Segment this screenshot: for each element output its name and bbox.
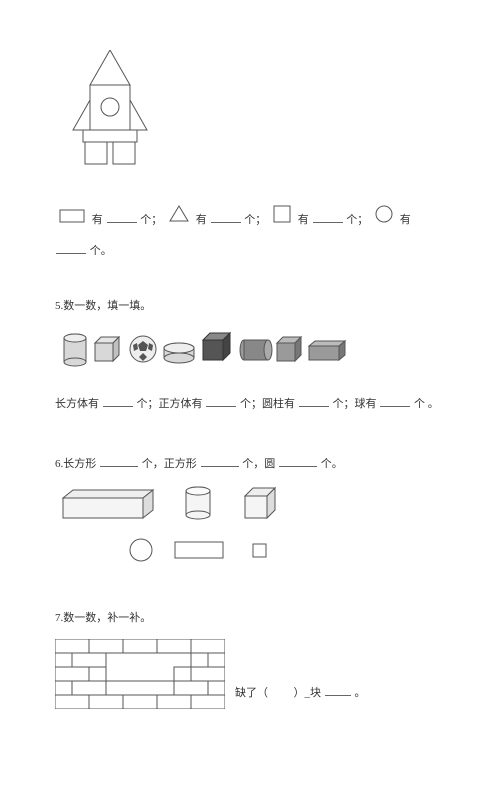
q7-body: 缺了（ ）_块 。 xyxy=(235,678,366,709)
rect-icon xyxy=(59,205,85,236)
text: 个； xyxy=(140,214,162,226)
blank[interactable] xyxy=(279,455,317,467)
q7: 7.数一数，补一补。 xyxy=(55,609,445,709)
blank[interactable] xyxy=(201,455,239,467)
blank[interactable] xyxy=(299,395,329,407)
text: 个；球有 xyxy=(333,398,377,410)
q6-title: 6.长方形 xyxy=(55,458,96,470)
q5-title: 5.数一数，填一填。 xyxy=(55,297,445,313)
blank[interactable] xyxy=(206,395,236,407)
text: 个； xyxy=(346,214,368,226)
blank[interactable] xyxy=(380,395,410,407)
blank[interactable] xyxy=(211,211,241,223)
text: 个；圆柱有 xyxy=(240,398,295,410)
text: 个，正方形 xyxy=(142,458,197,470)
text: 有 xyxy=(92,214,103,226)
brick-wall xyxy=(55,639,225,709)
text: 有 xyxy=(196,214,207,226)
blank[interactable] xyxy=(103,395,133,407)
blank[interactable] xyxy=(313,211,343,223)
text: 个，圆 xyxy=(242,458,275,470)
text: 个；正方体有 xyxy=(137,398,203,410)
q6: 6.长方形 个，正方形 个，圆 个。 xyxy=(55,449,445,579)
text: ）_块 xyxy=(294,687,322,699)
text: 个。 xyxy=(90,245,112,257)
text: 个。 xyxy=(321,458,343,470)
blank[interactable] xyxy=(325,684,351,696)
blank[interactable] xyxy=(56,242,86,254)
q4: 有 个； 有 个； 有 个； 有 个。 xyxy=(55,50,445,267)
text: 。 xyxy=(355,687,366,699)
q6-shapes xyxy=(55,486,335,576)
circle-icon xyxy=(375,205,393,236)
q4-line1: 有 个； 有 个； 有 个； 有 xyxy=(55,205,445,236)
q7-title: 7.数一数，补一补。 xyxy=(55,609,445,625)
q5-body: 长方体有 个；正方体有 个；圆柱有 个；球有 个 。 xyxy=(55,389,445,420)
triangle-icon xyxy=(169,205,189,236)
text: 个 。 xyxy=(414,398,439,410)
text: 个； xyxy=(244,214,266,226)
text: 有 xyxy=(298,214,309,226)
q5: 5.数一数，填一填。 xyxy=(55,297,445,420)
text: 缺了（ xyxy=(235,687,268,699)
square-icon xyxy=(273,205,291,236)
blank[interactable] xyxy=(100,455,138,467)
blank[interactable] xyxy=(107,211,137,223)
q4-line2: 个。 xyxy=(55,236,445,267)
rocket-figure xyxy=(55,50,165,180)
q6-title-line: 6.长方形 个，正方形 个，圆 个。 xyxy=(55,449,445,480)
text: 有 xyxy=(400,214,411,226)
text: 长方体有 xyxy=(55,398,99,410)
q5-solids xyxy=(55,327,355,375)
